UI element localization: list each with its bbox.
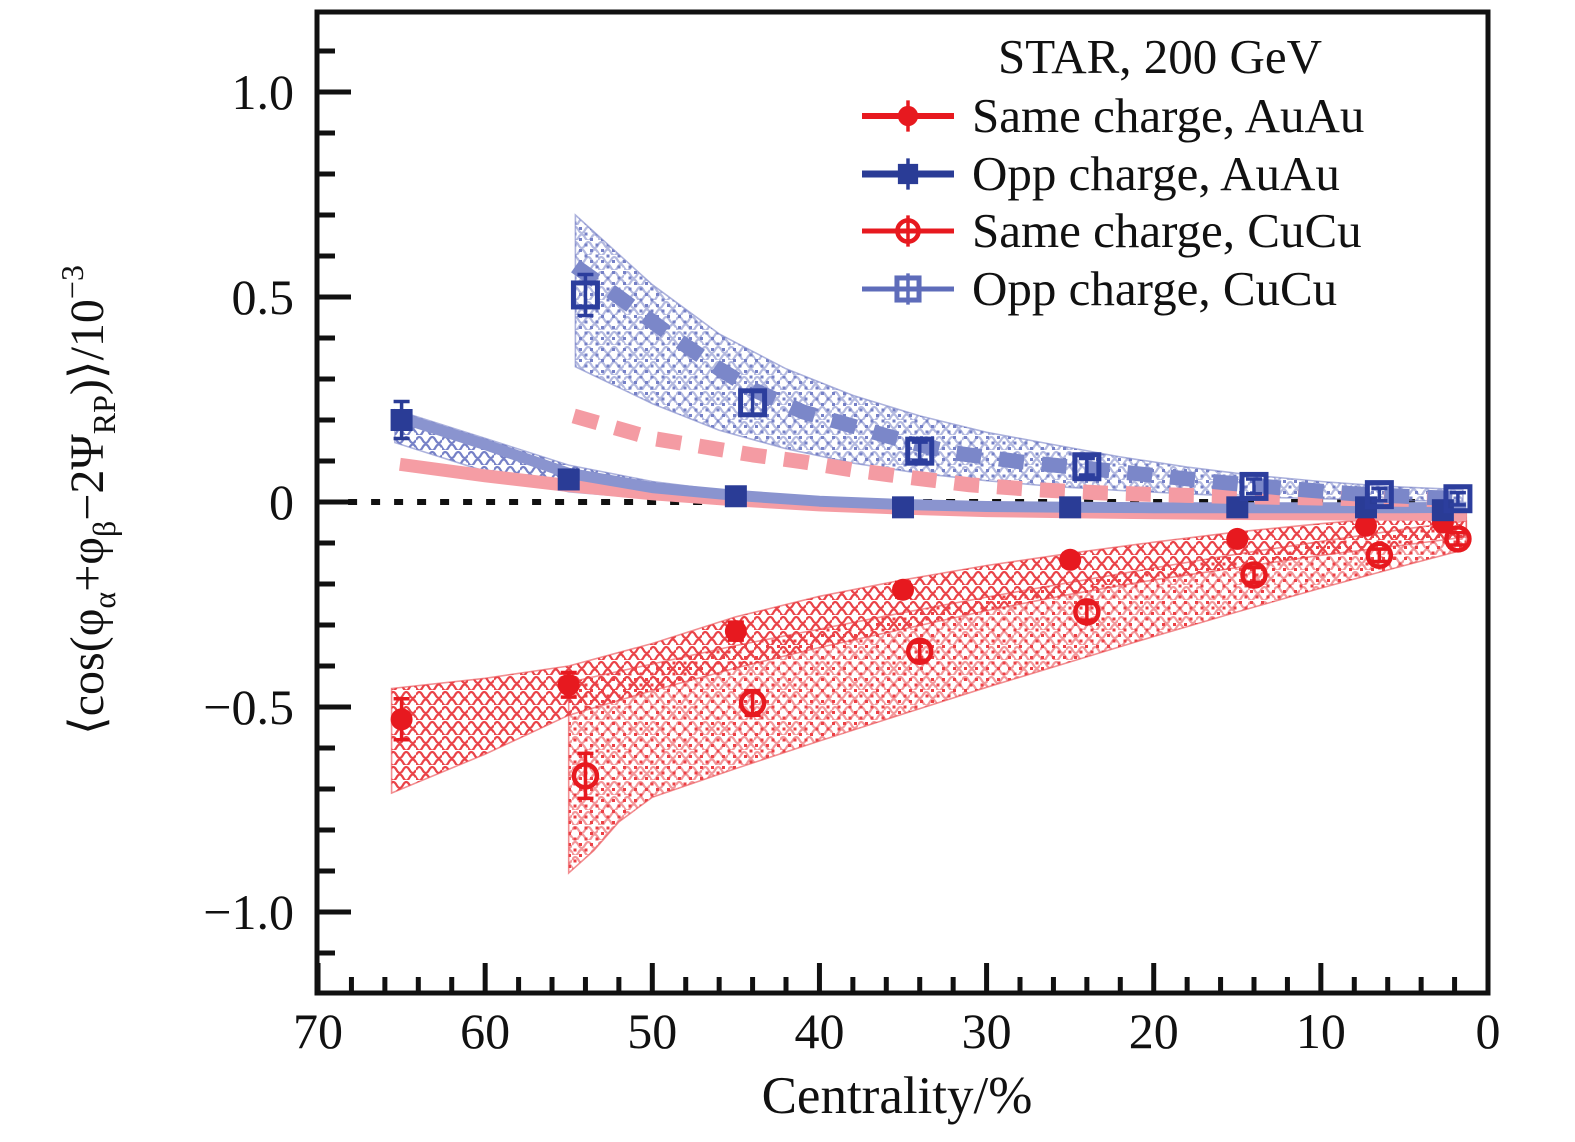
x-tick-label: 50: [627, 1003, 677, 1059]
marker-open-square: [1364, 480, 1394, 510]
y-tick-label: 1.0: [232, 64, 295, 120]
legend-item-label: Opp charge, CuCu: [972, 261, 1337, 316]
model-curve-layer: [393, 260, 1467, 522]
marker-filled-circle: [1059, 548, 1082, 571]
marker-filled-square: [724, 485, 747, 508]
y-tick-label: 0.5: [232, 269, 295, 325]
marker-open-circle: [1365, 541, 1394, 570]
marker-open-circle: [1240, 561, 1268, 589]
x-tick-label: 40: [794, 1003, 844, 1059]
marker-filled-circle: [557, 673, 580, 696]
marker-filled-square: [892, 496, 915, 519]
model-opp-charge-AuAu: [393, 410, 1467, 514]
marker-filled-square: [1226, 496, 1249, 519]
marker-open-square: [905, 436, 935, 466]
marker-filled-square: [390, 409, 413, 431]
y-tick-label: −0.5: [203, 679, 294, 735]
band-same-charge-CuCu-overlay: [567, 519, 1468, 875]
marker-filled-circle: [390, 708, 413, 731]
legend-item-label: Same charge, CuCu: [972, 203, 1362, 258]
marker-open-circle: [1073, 598, 1101, 626]
series-same-charge-cucu: [571, 525, 1472, 801]
y-tick-label: 0: [269, 474, 294, 530]
model-opp-charge-CuCu: [571, 260, 1464, 507]
marker-open-circle: [1444, 525, 1472, 553]
marker-open-square: [894, 275, 922, 303]
series-same-charge-auau: [390, 511, 1454, 742]
band-opp-charge-CuCu-overlay: [574, 213, 1464, 503]
y-axis-title: ⟨cos(φα​+φβ​−2ΨRP​)⟩/10−3​: [54, 265, 122, 735]
series-opp-charge-auau: [390, 399, 1454, 522]
data-point-layer: [390, 272, 1473, 801]
marker-open-circle: [571, 762, 600, 790]
legend-title: STAR, 200 GeV: [998, 29, 1322, 84]
marker-open-square: [1443, 484, 1473, 514]
x-tick-label: 10: [1296, 1003, 1346, 1059]
marker-open-square: [1239, 471, 1269, 501]
axes-frame-layer: 70 60 50 40 30 20 10 0 1.0 0.5 0 −0.5 −1.0: [203, 9, 1501, 1059]
legend-item-label: Same charge, AuAu: [972, 88, 1364, 143]
legend-item-label: Opp charge, AuAu: [972, 146, 1340, 201]
x-tick-label: 0: [1476, 1003, 1501, 1059]
marker-filled-circle: [724, 620, 747, 643]
model-same-charge-CuCu: [571, 408, 1463, 508]
marker-filled-square: [897, 163, 919, 185]
marker-filled-circle: [897, 105, 919, 127]
marker-open-circle: [738, 689, 767, 717]
marker-open-circle: [905, 637, 934, 665]
marker-open-square: [1072, 452, 1102, 482]
marker-open-square: [738, 388, 768, 418]
marker-open-circle: [895, 218, 921, 244]
marker-filled-square: [557, 468, 580, 491]
marker-filled-circle: [1354, 514, 1377, 537]
x-axis-title: Centrality/%: [762, 1067, 1033, 1125]
y-tick-label: −1.0: [203, 884, 294, 940]
marker-filled-square: [1059, 496, 1082, 519]
marker-open-square: [570, 280, 600, 310]
series-opp-charge-cucu: [570, 272, 1473, 514]
marker-filled-circle: [892, 578, 915, 601]
x-tick-label: 70: [293, 1003, 343, 1059]
x-tick-label: 30: [962, 1003, 1012, 1059]
x-tick-label: 20: [1129, 1003, 1179, 1059]
marker-filled-circle: [1226, 527, 1249, 550]
x-tick-label: 60: [460, 1003, 510, 1059]
